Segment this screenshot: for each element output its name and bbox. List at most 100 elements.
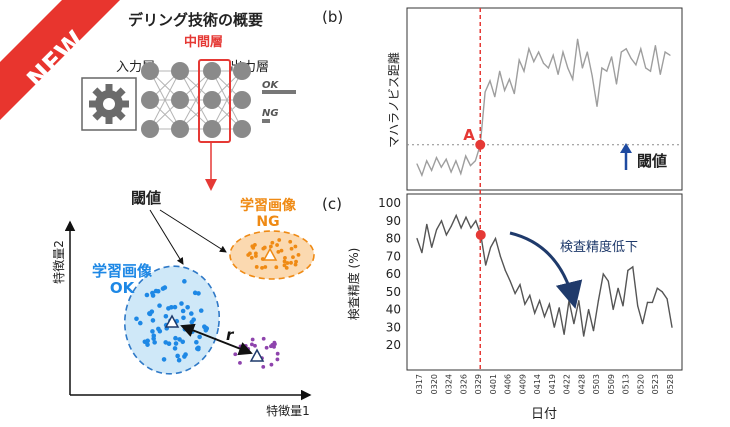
chart-c-point bbox=[641, 323, 644, 325]
chart-c-point bbox=[504, 269, 506, 272]
chart-b-point bbox=[669, 54, 671, 56]
chart-b-point bbox=[581, 67, 584, 69]
ng-point bbox=[275, 243, 279, 247]
chart-c-y-tick: 90 bbox=[386, 214, 401, 228]
chart-c-point bbox=[558, 307, 560, 309]
chart-b-point bbox=[567, 67, 569, 69]
ok-point bbox=[157, 303, 162, 308]
chart-c-y-tick: 30 bbox=[386, 320, 401, 334]
chart-c-x-tick: 0509 bbox=[607, 374, 616, 394]
chart-b-point bbox=[649, 70, 652, 72]
hidden-layer-highlight bbox=[198, 59, 231, 143]
ok-point bbox=[177, 337, 182, 342]
ng-centroid-icon bbox=[262, 247, 278, 261]
chart-b-point bbox=[562, 51, 564, 53]
chart-b-point bbox=[489, 80, 491, 82]
chart-c-point bbox=[524, 303, 526, 305]
chart-b-point bbox=[645, 67, 647, 69]
chart-c-y-tick: 50 bbox=[386, 285, 401, 299]
network-node bbox=[233, 91, 251, 109]
distance-label: r bbox=[226, 326, 235, 344]
network-node bbox=[233, 120, 251, 138]
train-ng-subtitle: NG bbox=[256, 214, 279, 230]
chart-c-point bbox=[529, 294, 531, 296]
chart-c-y-tick: 100 bbox=[378, 196, 401, 210]
chart-b-point bbox=[611, 56, 613, 58]
ok-point bbox=[160, 286, 166, 291]
ng-point bbox=[276, 249, 281, 254]
chart-b-ylabel: マハラノビス距離 bbox=[387, 52, 401, 148]
chart-c-point bbox=[499, 255, 501, 257]
ok-point bbox=[173, 341, 179, 346]
chart-b-point bbox=[494, 96, 496, 98]
network-node bbox=[171, 62, 189, 80]
chart-c-frame bbox=[406, 193, 683, 371]
ok-point bbox=[166, 341, 172, 346]
chart-b-point bbox=[430, 169, 433, 171]
threshold-pointer-ng bbox=[159, 209, 227, 253]
ok-point bbox=[147, 311, 152, 316]
threshold-callout: 閾値 bbox=[131, 189, 161, 207]
ok-cluster-points bbox=[134, 279, 210, 363]
test-point bbox=[261, 364, 266, 369]
chart-c-point bbox=[656, 287, 658, 289]
test-point bbox=[269, 344, 273, 349]
ok-point bbox=[198, 308, 204, 313]
chart-c-x-tick: 0419 bbox=[548, 374, 557, 394]
ng-point bbox=[252, 243, 257, 247]
test-point bbox=[243, 343, 248, 348]
ok-point bbox=[182, 279, 187, 284]
network-node bbox=[203, 62, 221, 80]
test-point bbox=[233, 352, 238, 357]
chart-b-point bbox=[523, 70, 525, 72]
chart-b-point bbox=[416, 163, 418, 165]
chart-b-point bbox=[503, 89, 506, 91]
chart-b-point bbox=[513, 93, 515, 95]
ng-point bbox=[293, 244, 298, 249]
chart-c-x-tick: 0523 bbox=[651, 374, 660, 394]
chart-b-threshold-label: 閾値 bbox=[637, 152, 667, 170]
chart-b-point bbox=[474, 160, 476, 162]
ok-point bbox=[189, 319, 195, 325]
chart-b-panel-label: (b) bbox=[322, 8, 343, 26]
chart-c-point bbox=[612, 308, 614, 311]
chart-c-x-tick: 0401 bbox=[489, 374, 498, 394]
chart-b-point bbox=[654, 45, 657, 47]
feature-space: 特徴量2 特徴量1 r 閾値 学習画像 OK 学習画像 NG bbox=[51, 189, 315, 418]
chart-c-point bbox=[632, 266, 634, 268]
chart-b-point bbox=[435, 157, 438, 159]
ng-point bbox=[254, 265, 259, 269]
ng-point bbox=[282, 263, 287, 268]
ok-point bbox=[189, 311, 194, 316]
chart-c-x-ticks: 0317 0320 0324 0326 0329 0401 0406 0409 0414 0419… bbox=[415, 374, 675, 394]
chart-c-point bbox=[553, 326, 555, 328]
chart-c-y-tick: 70 bbox=[386, 249, 401, 263]
ng-point bbox=[279, 248, 284, 253]
chart-c-point bbox=[597, 300, 600, 302]
ok-point bbox=[181, 315, 186, 321]
chart-b-point bbox=[484, 91, 486, 93]
chart-b-point bbox=[557, 73, 559, 75]
chart-c-x-tick: 0428 bbox=[577, 374, 586, 394]
chart-b-point bbox=[606, 70, 608, 72]
chart-c-y-tick: 80 bbox=[386, 232, 401, 246]
ng-point bbox=[246, 253, 251, 257]
network-node bbox=[171, 91, 189, 109]
ng-point bbox=[261, 246, 266, 251]
chart-b-point bbox=[533, 61, 535, 63]
ok-point bbox=[179, 301, 184, 306]
ok-point bbox=[194, 339, 199, 345]
chart-b-point bbox=[625, 48, 627, 50]
ng-point bbox=[277, 238, 282, 242]
chart-c-point bbox=[607, 280, 609, 282]
chart-c-point bbox=[543, 316, 546, 318]
chart-c-x-tick: 0324 bbox=[445, 374, 454, 394]
chart-c-point bbox=[431, 246, 433, 248]
chart-c-point bbox=[578, 300, 580, 302]
chart-c-x-tick: 0422 bbox=[563, 374, 572, 394]
chart-c-point bbox=[489, 246, 492, 248]
ng-point bbox=[296, 252, 301, 257]
chart-c-x-tick: 0520 bbox=[636, 374, 645, 394]
chart-c-point bbox=[622, 305, 624, 307]
ng-point bbox=[249, 255, 254, 260]
